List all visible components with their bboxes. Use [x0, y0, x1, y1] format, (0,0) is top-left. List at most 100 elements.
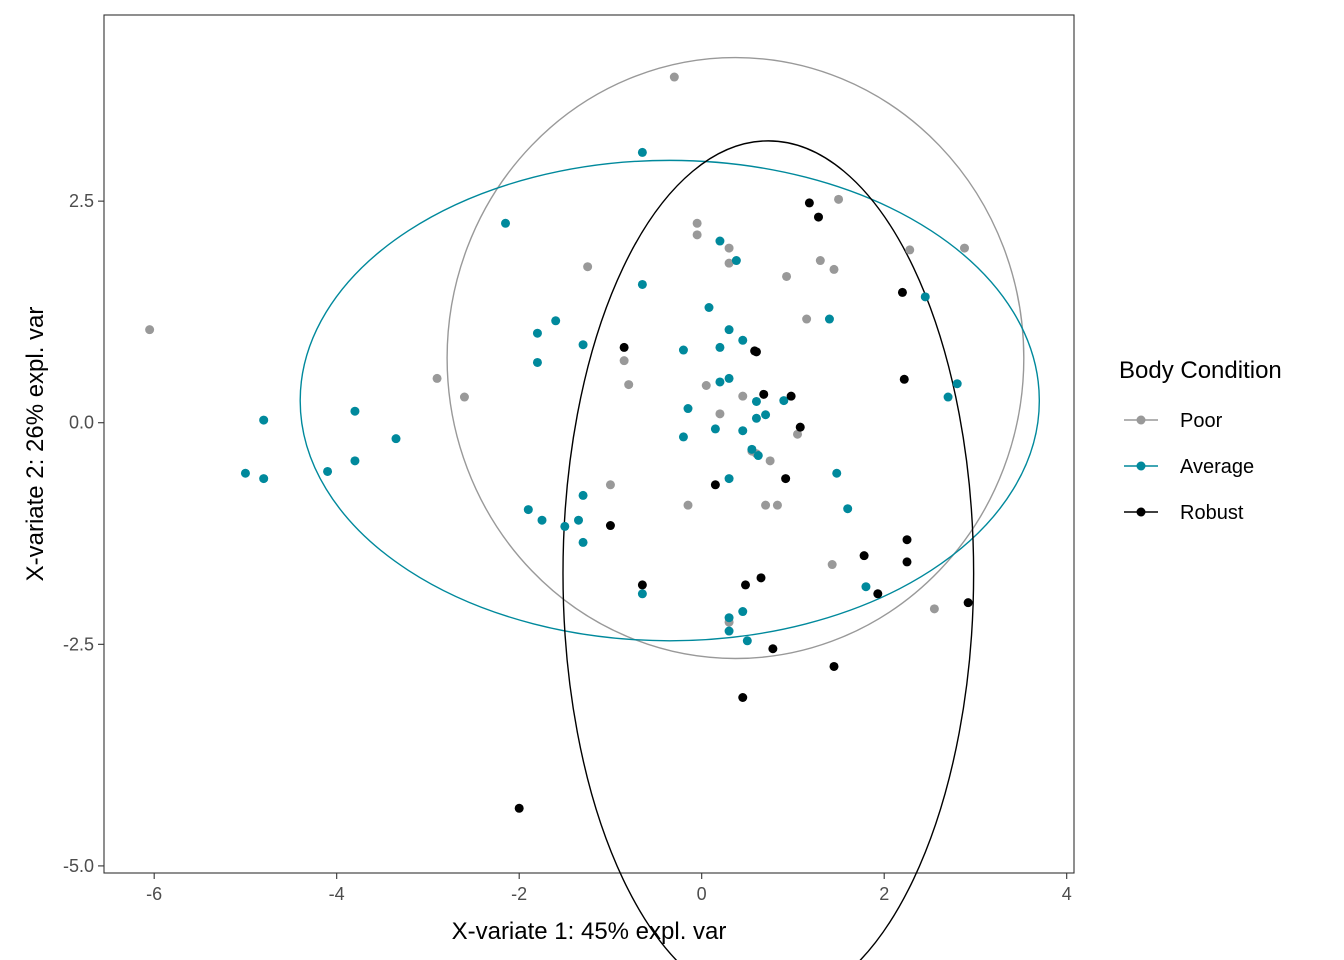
data-points	[145, 72, 973, 813]
point-robust	[619, 342, 629, 352]
point-average	[952, 379, 962, 389]
x-tick-label: -6	[146, 884, 162, 904]
point-poor	[793, 429, 803, 439]
point-poor	[738, 391, 748, 401]
point-average	[704, 303, 714, 312]
x-axis-title: X-variate 1: 45% expl. var	[452, 918, 727, 945]
point-average	[710, 424, 720, 434]
point-average	[742, 636, 752, 646]
point-average	[779, 396, 789, 406]
ellipse-robust	[562, 140, 975, 960]
point-average	[637, 147, 647, 157]
point-average	[683, 404, 693, 414]
point-robust	[751, 347, 761, 357]
point-robust	[829, 661, 839, 671]
point-average	[724, 325, 734, 335]
ellipse-poor	[446, 56, 1025, 660]
point-average	[350, 456, 360, 466]
point-average	[523, 505, 533, 515]
point-average	[678, 432, 688, 442]
point-average	[637, 279, 647, 289]
confidence-ellipses	[299, 56, 1041, 960]
point-average	[751, 396, 761, 406]
point-poor	[605, 480, 615, 490]
point-poor	[692, 218, 702, 228]
point-robust	[786, 391, 796, 401]
point-poor	[959, 243, 969, 253]
legend: Body Condition Poor Average Robust	[1119, 357, 1282, 524]
y-axis: -5.0 -2.5 0.0 2.5	[63, 191, 104, 876]
point-poor	[802, 314, 812, 324]
point-average	[715, 236, 725, 246]
y-tick-label: -2.5	[63, 634, 94, 654]
y-axis-title: X-variate 2: 26% expl. var	[22, 307, 49, 582]
point-poor	[583, 262, 593, 272]
point-robust	[740, 580, 750, 590]
point-poor	[929, 604, 939, 614]
point-poor	[724, 258, 734, 268]
point-robust	[781, 474, 791, 484]
point-average	[861, 582, 871, 592]
point-average	[943, 392, 953, 402]
legend-label-robust: Robust	[1180, 502, 1244, 524]
point-average	[537, 515, 547, 525]
point-average	[678, 345, 688, 355]
point-average	[724, 626, 734, 636]
y-tick-label: 0.0	[69, 413, 94, 433]
point-poor	[715, 409, 725, 419]
point-poor	[701, 381, 711, 390]
point-poor	[905, 245, 915, 255]
y-tick-label: -5.0	[63, 856, 94, 876]
point-robust	[902, 557, 912, 567]
point-poor	[782, 271, 792, 281]
legend-key-point	[1136, 507, 1146, 517]
point-average	[731, 256, 741, 266]
point-average	[738, 335, 748, 345]
point-average	[391, 434, 401, 444]
point-poor	[145, 325, 155, 335]
point-poor	[432, 373, 442, 383]
x-tick-label: 4	[1062, 884, 1072, 904]
point-average	[738, 607, 748, 617]
point-average	[724, 373, 734, 383]
point-average	[751, 413, 761, 423]
point-average	[724, 613, 734, 623]
point-robust	[768, 644, 778, 654]
x-tick-label: 0	[697, 884, 707, 904]
point-average	[532, 328, 542, 338]
point-average	[715, 377, 725, 387]
point-robust	[902, 535, 912, 545]
point-robust	[873, 589, 883, 599]
point-average	[574, 515, 584, 525]
x-axis: -6 -4 -2 0 2 4	[146, 873, 1072, 904]
point-robust	[963, 598, 973, 608]
point-poor	[834, 194, 844, 204]
point-robust	[514, 803, 524, 813]
point-average	[753, 451, 763, 461]
point-robust	[795, 422, 805, 432]
point-robust	[710, 480, 720, 490]
point-robust	[738, 693, 748, 702]
point-poor	[724, 243, 734, 253]
legend-label-average: Average	[1180, 456, 1254, 478]
point-average	[637, 589, 647, 599]
point-robust	[899, 374, 909, 384]
point-average	[843, 504, 853, 514]
legend-key-point	[1136, 415, 1146, 425]
point-average	[832, 468, 842, 478]
point-average	[920, 292, 930, 302]
point-average	[738, 426, 748, 436]
point-robust	[813, 212, 823, 222]
point-average	[578, 537, 588, 547]
legend-item-poor: Poor	[1124, 410, 1223, 432]
point-poor	[669, 72, 679, 82]
point-poor	[827, 560, 837, 570]
ellipse-average	[299, 159, 1041, 642]
legend-title: Body Condition	[1119, 357, 1282, 384]
point-poor	[624, 380, 634, 390]
point-average	[560, 521, 570, 531]
legend-item-robust: Robust	[1124, 502, 1244, 524]
point-poor	[761, 500, 771, 510]
point-poor	[619, 356, 629, 366]
